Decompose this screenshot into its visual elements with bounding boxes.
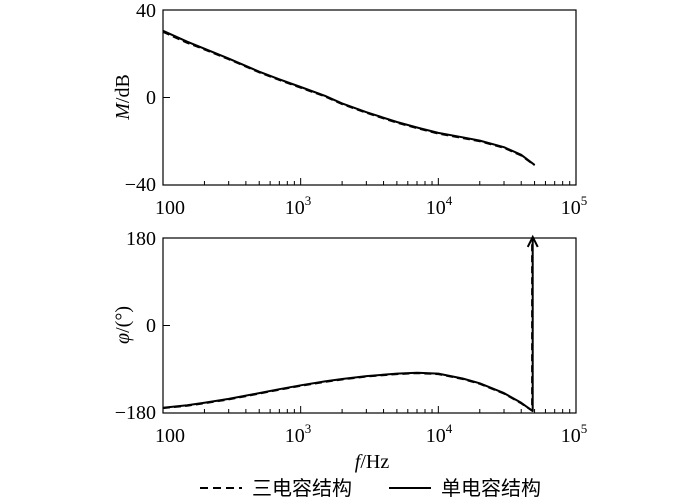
- magnitude-y-tick-minus40: −40: [125, 174, 156, 196]
- magnitude-x-tick-1e4-exponent: 4: [446, 193, 453, 208]
- phase-panel: 180 0 −180 100 103 104 105 φ/(°) f/Hz: [112, 228, 587, 473]
- magnitude-series-three-capacitor-line: [162, 30, 536, 167]
- phase-x-tick-1e5-exponent: 5: [581, 421, 588, 436]
- magnitude-panel: 40 0 −40 100 103 104 105 M/dB: [112, 0, 587, 219]
- phase-x-tick-1e4: 104: [426, 421, 453, 447]
- magnitude-y-tick-0: 0: [146, 87, 156, 109]
- phase-y-tick-0: 0: [146, 315, 156, 337]
- magnitude-x-tick-1e3-exponent: 3: [305, 193, 312, 208]
- phase-x-tick-1e5: 105: [561, 421, 588, 447]
- phase-axes-frame: [162, 237, 577, 414]
- phase-x-tick-1e4-exponent: 4: [446, 421, 453, 436]
- phase-y-tick-minus180: −180: [115, 402, 156, 424]
- phase-series-three-capacitor-line: [162, 240, 534, 412]
- magnitude-x-tick-1e5-exponent: 5: [581, 193, 588, 208]
- phase-x-tick-1e3-exponent: 3: [305, 421, 312, 436]
- legend-label-solid: 单电容结构: [441, 476, 541, 500]
- legend: 三电容结构 单电容结构: [200, 476, 541, 500]
- magnitude-y-axis-label: M/dB: [112, 74, 134, 121]
- magnitude-x-tick-1e5: 105: [561, 193, 588, 219]
- magnitude-series: [162, 29, 536, 167]
- phase-y-axis-label: φ/(°): [112, 306, 134, 344]
- magnitude-x-tick-1e4: 104: [426, 193, 453, 219]
- phase-series-single-capacitor-line: [162, 239, 534, 413]
- magnitude-y-tick-40: 40: [136, 0, 156, 22]
- magnitude-axes-frame: [162, 9, 577, 186]
- phase-ticks: [162, 237, 577, 414]
- phase-y-tick-180: 180: [126, 228, 156, 250]
- phase-x-axis-label: f/Hz: [355, 451, 390, 473]
- magnitude-series-single-capacitor-line: [162, 29, 536, 166]
- legend-label-dashed: 三电容结构: [252, 476, 352, 500]
- phase-jump-arrowhead: [526, 234, 539, 248]
- phase-series: [162, 234, 539, 413]
- magnitude-ticks: [162, 9, 577, 186]
- magnitude-x-tick-100: 100: [155, 197, 185, 219]
- magnitude-x-tick-1e3: 103: [285, 193, 312, 219]
- phase-x-tick-100: 100: [155, 425, 185, 447]
- phase-x-tick-1e3: 103: [285, 421, 312, 447]
